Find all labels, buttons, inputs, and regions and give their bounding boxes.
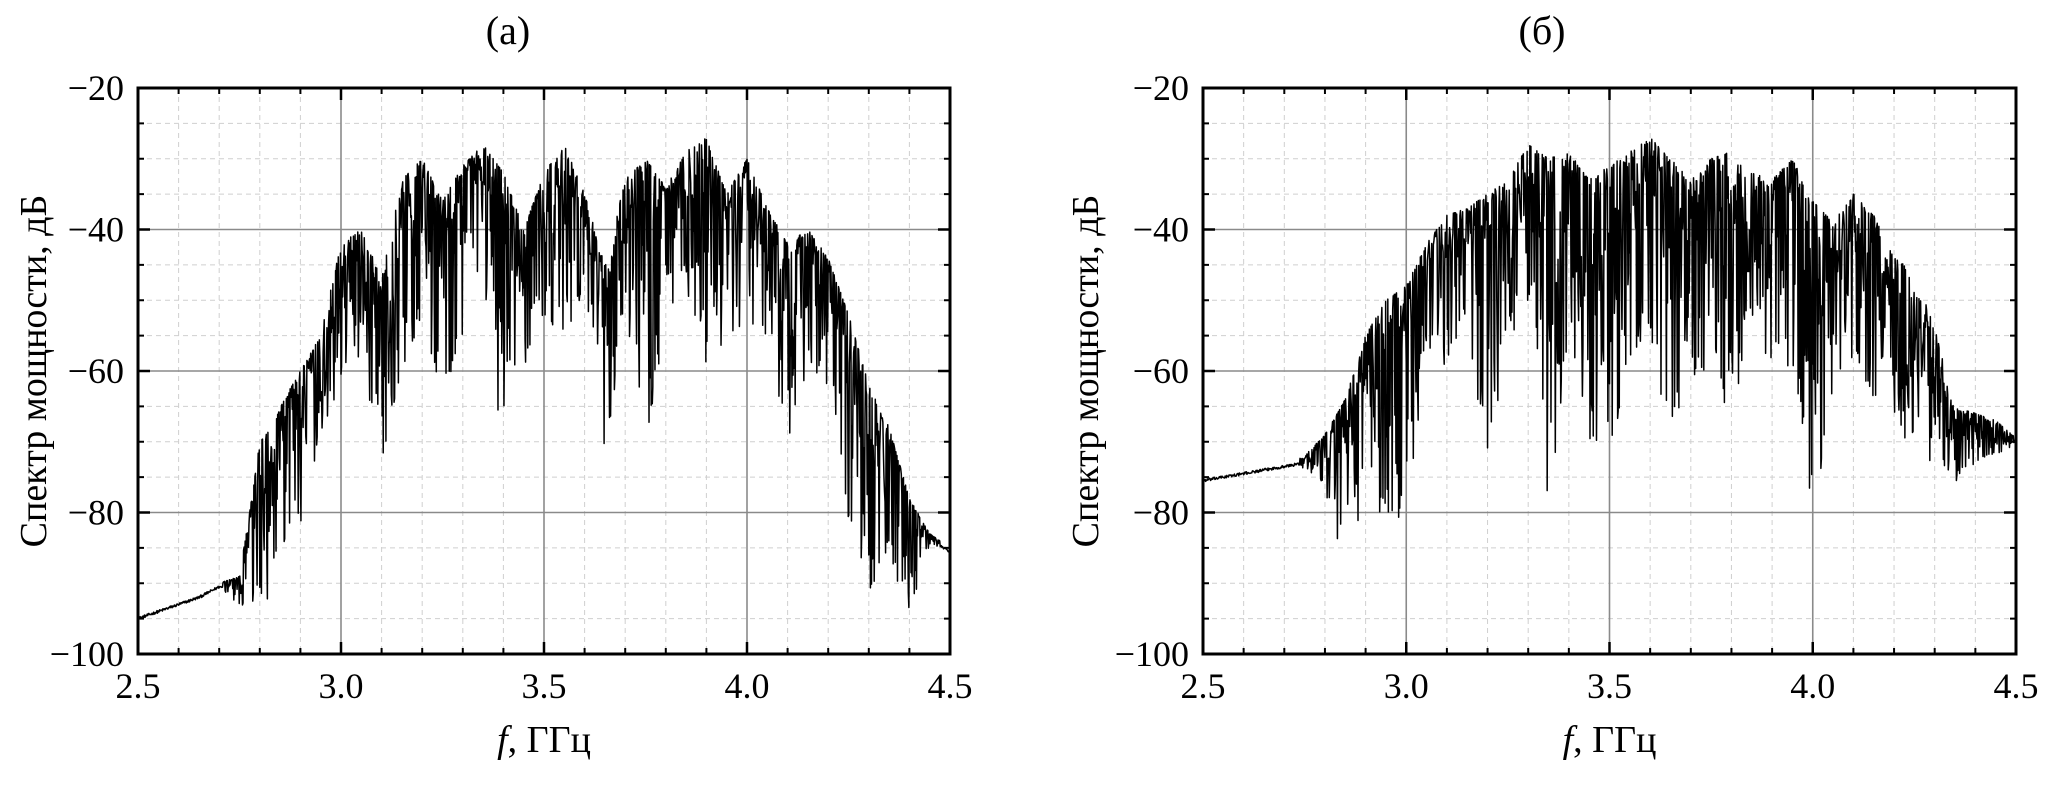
x-tick-label: 3.0	[319, 666, 364, 706]
y-tick-label: −60	[68, 351, 124, 391]
chart-panel-a: 2.5 3.0 3.5 4.0 4.5 −20 −40 −60 −80 −100 (а) f, ГГц…	[13, 8, 973, 761]
y-axis-label: Спектр мощности, дБ	[13, 195, 55, 548]
y-tick-label: −60	[1133, 351, 1189, 391]
x-tick-label: 4.5	[928, 666, 973, 706]
y-tick-label: −20	[68, 68, 124, 108]
y-tick-label: −20	[1133, 68, 1189, 108]
x-axis-label: f, ГГц	[497, 719, 591, 761]
x-tick-label: 3.0	[1384, 666, 1429, 706]
x-tick-label: 4.0	[1790, 666, 1835, 706]
x-tick-label: 3.5	[1587, 666, 1632, 706]
x-tick-label: 2.5	[116, 666, 161, 706]
x-tick-label: 3.5	[522, 666, 567, 706]
x-axis-label: f, ГГц	[1563, 719, 1657, 761]
y-axis-label: Спектр мощности, дБ	[1065, 195, 1107, 548]
spectrum-line	[138, 138, 950, 621]
panel-title: (а)	[486, 8, 530, 53]
y-tick-label: −40	[68, 210, 124, 250]
x-tick-label: 2.5	[1181, 666, 1226, 706]
y-tick-label: −100	[1115, 634, 1189, 674]
chart-panel-b: 2.5 3.0 3.5 4.0 4.5 −20 −40 −60 −80 −100 (б) f, ГГц…	[1065, 8, 2039, 761]
panel-title: (б)	[1519, 8, 1566, 53]
y-tick-label: −100	[50, 634, 124, 674]
x-axis-unit: , ГГц	[508, 719, 591, 761]
spectrum-line	[1203, 138, 2016, 540]
x-tick-label: 4.0	[725, 666, 770, 706]
y-tick-label: −80	[1133, 493, 1189, 533]
y-tick-label: −40	[1133, 210, 1189, 250]
y-tick-label: −80	[68, 493, 124, 533]
x-axis-unit: , ГГц	[1573, 719, 1656, 761]
x-tick-label: 4.5	[1994, 666, 2039, 706]
